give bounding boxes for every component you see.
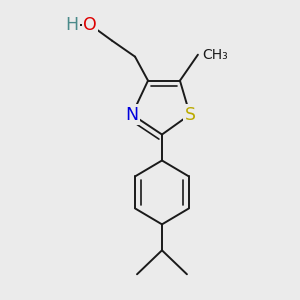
Text: S: S: [184, 106, 195, 124]
Text: O: O: [83, 16, 97, 34]
Text: N: N: [125, 106, 139, 124]
Text: CH₃: CH₃: [202, 48, 228, 62]
Text: H: H: [66, 16, 79, 34]
